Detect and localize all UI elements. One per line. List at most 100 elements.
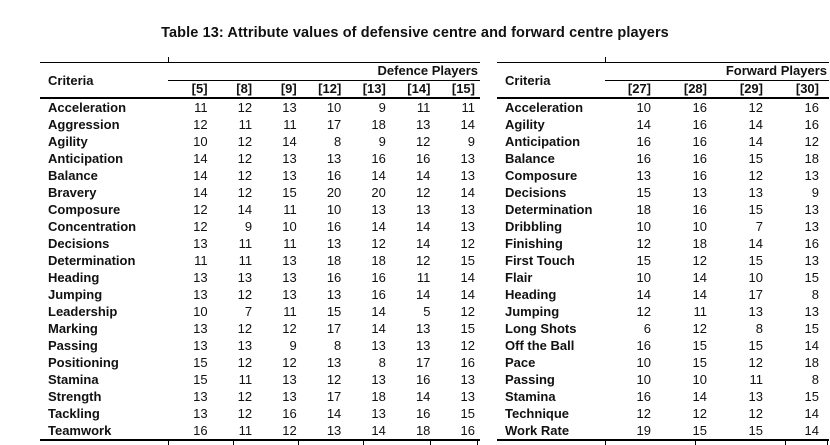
- value-cell: 13: [804, 168, 819, 183]
- value-cell: 14: [237, 202, 253, 217]
- criteria-cell: Tackling: [48, 406, 100, 421]
- value-cell: 14: [460, 185, 475, 200]
- value-cell: 13: [804, 219, 819, 234]
- value-cell: 12: [804, 134, 819, 149]
- value-cell: 13: [282, 270, 297, 285]
- value-cell: 11: [416, 100, 431, 115]
- criteria-cell: Teamwork: [48, 423, 112, 438]
- value-cell: 13: [326, 423, 342, 438]
- value-cell: 12: [237, 185, 253, 200]
- criteria-cell: Passing: [505, 372, 555, 387]
- value-cell: 13: [371, 338, 386, 353]
- value-cell: 18: [636, 202, 651, 217]
- table-row: First Touch 15 12 15 13: [497, 252, 829, 269]
- column-divider-tick: [605, 57, 606, 63]
- value-cell: 13: [460, 168, 475, 183]
- value-cell: 10: [326, 202, 342, 217]
- value-cell: 12: [692, 406, 707, 421]
- value-cell: 8: [378, 355, 386, 370]
- value-cell: 13: [748, 304, 763, 319]
- player-column-headers: [5] [8] [9] [12] [13] [14] [15]: [168, 81, 480, 97]
- table-row: Heading 14 14 17 8: [497, 286, 829, 303]
- value-cell: 18: [326, 253, 342, 268]
- table-body: Acceleration 11 12 13 10 9 11 11 Aggression 12 11 1…: [40, 99, 480, 439]
- value-cell: 13: [371, 202, 386, 217]
- column-divider-tick: [363, 439, 364, 445]
- value-cell: 11: [238, 253, 253, 268]
- column-divider-tick: [233, 439, 234, 445]
- value-cell: 13: [237, 270, 253, 285]
- column-divider-tick: [168, 57, 169, 63]
- forward-players-table: Criteria Forward Players [27] [28] [29] [30…: [497, 57, 829, 445]
- value-cell: 13: [415, 338, 431, 353]
- value-cell: 10: [282, 219, 297, 234]
- column-divider-tick: [430, 439, 431, 445]
- value-cell: 14: [636, 287, 651, 302]
- value-cell: 13: [415, 321, 431, 336]
- value-cell: 12: [692, 321, 707, 336]
- column-divider-tick: [785, 439, 786, 445]
- table-row: Jumping 13 12 13 13 16 14 14: [40, 286, 480, 303]
- value-cell: 13: [326, 151, 342, 166]
- value-cell: 9: [289, 338, 297, 353]
- criteria-cell: Long Shots: [505, 321, 577, 336]
- criteria-cell: Aggression: [48, 117, 120, 132]
- criteria-cell: Agility: [505, 117, 545, 132]
- value-cell: 13: [804, 253, 819, 268]
- value-cell: 13: [193, 287, 208, 302]
- table-row: Acceleration 10 16 12 16: [497, 99, 829, 116]
- table-caption: Table 13: Attribute values of defensive …: [161, 25, 669, 41]
- value-cell: 13: [460, 372, 475, 387]
- value-cell: 13: [193, 389, 208, 404]
- value-cell: 16: [636, 134, 651, 149]
- value-cell: 12: [692, 253, 707, 268]
- value-cell: 12: [748, 168, 763, 183]
- value-cell: 11: [461, 100, 476, 115]
- table-row: Heading 13 13 13 16 16 11 14: [40, 269, 480, 286]
- criteria-cell: Strength: [48, 389, 102, 404]
- table-row: Off the Ball 16 15 15 14: [497, 337, 829, 354]
- value-cell: 11: [194, 100, 208, 115]
- value-cell: 16: [636, 338, 651, 353]
- criteria-cell: Marking: [48, 321, 98, 336]
- value-cell: 14: [692, 389, 707, 404]
- value-cell: 15: [692, 355, 707, 370]
- value-cell: 13: [371, 372, 386, 387]
- value-cell: 12: [282, 355, 297, 370]
- value-cell: 15: [748, 338, 763, 353]
- criteria-cell: Flair: [505, 270, 533, 285]
- value-cell: 16: [692, 202, 707, 217]
- value-cell: 11: [238, 236, 253, 251]
- value-cell: 12: [193, 219, 208, 234]
- value-cell: 16: [193, 423, 208, 438]
- value-cell: 12: [193, 117, 208, 132]
- value-cell: 13: [237, 338, 253, 353]
- value-cell: 16: [371, 287, 386, 302]
- criteria-cell: Agility: [48, 134, 88, 149]
- value-cell: 14: [415, 287, 431, 302]
- value-cell: 14: [193, 168, 208, 183]
- value-cell: 13: [282, 287, 297, 302]
- value-cell: 14: [371, 168, 386, 183]
- value-cell: 16: [282, 406, 297, 421]
- table-row: Balance 16 16 15 18: [497, 150, 829, 167]
- criteria-cell: Composure: [505, 168, 578, 183]
- defence-players-table: Criteria Defence Players [5] [8] [9] [12] [1…: [40, 57, 480, 445]
- value-cell: 12: [193, 202, 208, 217]
- value-cell: 12: [460, 236, 475, 251]
- value-cell: 13: [282, 372, 297, 387]
- player-column-header: [13]: [362, 81, 386, 96]
- value-cell: 10: [748, 270, 763, 285]
- value-cell: 12: [748, 100, 763, 115]
- criteria-cell: Stamina: [48, 372, 99, 387]
- table-header: Criteria Defence Players [5] [8] [9] [12] [1…: [40, 63, 480, 99]
- value-cell: 15: [636, 185, 651, 200]
- value-cell: 20: [326, 185, 342, 200]
- value-cell: 11: [238, 372, 253, 387]
- table-row: Marking 13 12 12 17 14 13 15: [40, 320, 480, 337]
- value-cell: 16: [371, 270, 386, 285]
- value-cell: 12: [237, 168, 253, 183]
- value-cell: 15: [282, 185, 297, 200]
- value-cell: 17: [326, 389, 342, 404]
